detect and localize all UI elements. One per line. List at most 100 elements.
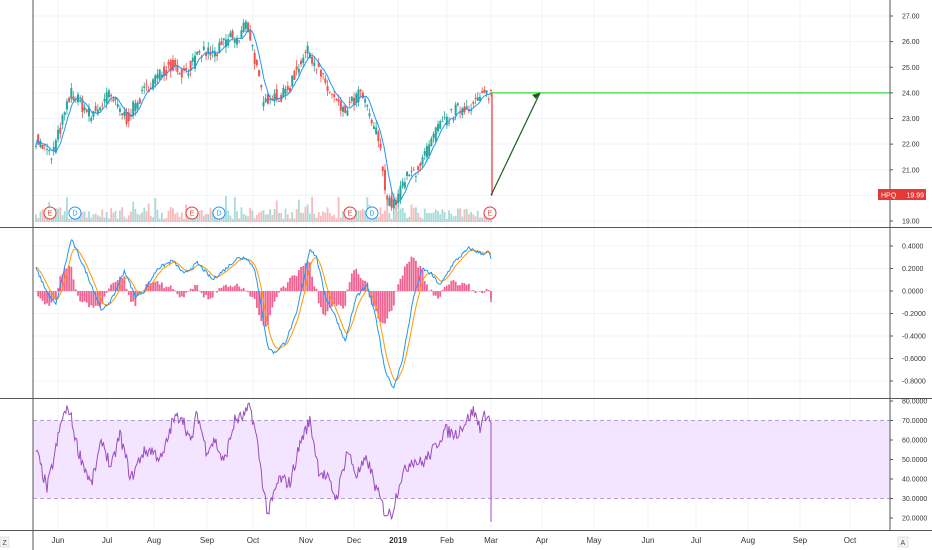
price-y-tick-label-5: 22.00 <box>902 142 920 149</box>
earnings-marker[interactable] <box>43 206 57 220</box>
corner-right-box[interactable] <box>897 536 909 548</box>
volume-bar <box>333 214 336 222</box>
volume-bar <box>227 210 230 222</box>
macd-histogram-bar <box>293 275 296 292</box>
candle-body <box>202 46 205 50</box>
macd-histogram-bar <box>487 289 490 292</box>
macd-histogram-bar <box>242 287 245 292</box>
candle-body <box>372 126 375 129</box>
candle-body <box>46 149 49 151</box>
volume-bar <box>147 203 150 222</box>
macd-histogram-bar <box>304 263 307 292</box>
macd-histogram-bar <box>66 268 68 292</box>
volume-bar <box>43 215 46 222</box>
macd-y-tick-label-0: 0.4000 <box>902 244 924 251</box>
macd-histogram-bar <box>430 289 433 292</box>
macd-histogram-bar <box>37 291 40 297</box>
volume-bar <box>196 212 199 222</box>
macd-histogram-bar <box>386 291 389 319</box>
dividend-marker[interactable] <box>365 206 379 220</box>
corner-left-box[interactable] <box>0 536 10 548</box>
candle-body <box>282 87 285 98</box>
macd-histogram-bar <box>229 285 232 292</box>
candle-body <box>375 127 378 135</box>
earnings-marker[interactable] <box>483 206 497 220</box>
candle-body <box>485 90 488 94</box>
price-y-tick-label-0: 27.00 <box>902 14 920 21</box>
candle-body <box>37 134 40 145</box>
candle-body <box>65 101 68 110</box>
volume-bar <box>152 217 154 222</box>
volume-bar <box>37 218 40 222</box>
corner-right-label[interactable]: A <box>901 540 906 547</box>
corner-left[interactable]: Z <box>0 536 10 548</box>
macd-histogram-bar <box>231 287 234 292</box>
macd-histogram-bar <box>189 288 192 292</box>
candle-body <box>454 104 457 116</box>
volume-bar <box>229 215 232 222</box>
volume-bar <box>200 209 203 222</box>
volume-bar <box>452 216 455 222</box>
volume-bar <box>85 217 88 222</box>
volume-bar <box>132 201 135 222</box>
earnings-marker[interactable] <box>343 206 357 220</box>
macd-histogram-bar <box>81 291 84 303</box>
volume-bar <box>415 207 417 222</box>
macd-histogram-bar <box>147 281 150 292</box>
volume-bar <box>392 212 395 222</box>
volume-bar <box>423 208 426 222</box>
volume-bar <box>251 210 254 222</box>
volume-bar <box>355 209 358 222</box>
volume-bar <box>271 214 274 222</box>
candle-body <box>158 69 161 80</box>
volume-bar <box>485 215 488 222</box>
candle-body <box>436 124 439 132</box>
candle-body <box>258 69 261 76</box>
candle-body <box>456 103 459 106</box>
dividend-marker[interactable] <box>68 206 82 220</box>
corner-left-label[interactable]: Z <box>3 540 8 547</box>
volume-bar <box>300 212 302 222</box>
candle-body <box>337 99 340 102</box>
macd-histogram-bar <box>483 291 486 293</box>
volume-bar <box>138 214 141 222</box>
volume-bar <box>127 215 130 222</box>
macd-histogram-bar <box>233 285 236 292</box>
macd-histogram-bar <box>202 291 205 298</box>
volume-bar <box>249 207 252 222</box>
macd-histogram-bar <box>253 291 256 300</box>
macd-histogram-bar <box>353 270 355 292</box>
macd-histogram-bar <box>136 291 139 296</box>
dividend-marker[interactable] <box>212 206 226 220</box>
macd-signal-line <box>35 248 492 381</box>
volume-bar <box>92 214 95 222</box>
candle-body <box>50 158 53 160</box>
macd-histogram-bar <box>324 291 327 316</box>
candle-body <box>359 89 362 91</box>
candle-body <box>160 74 163 78</box>
volume-bar <box>361 208 364 222</box>
candle-body <box>428 144 431 156</box>
macd-y-tick-label-2: 0.0000 <box>902 289 924 296</box>
candle-body <box>141 89 144 91</box>
rsi-y-tick-label-5: 30.0000 <box>902 496 927 503</box>
candle-body <box>452 119 455 121</box>
macd-histogram-bar <box>284 287 287 292</box>
corner-right[interactable]: A <box>897 536 909 548</box>
earnings-marker[interactable] <box>185 206 199 220</box>
candle-body <box>92 111 95 117</box>
macd-histogram-bar <box>474 291 477 294</box>
candle-body <box>167 61 170 65</box>
volume-bar <box>83 211 86 222</box>
macd-histogram-bar <box>123 276 126 292</box>
volume-bar <box>149 216 152 222</box>
x-tick-label-1: Jul <box>102 536 112 545</box>
volume-bar <box>63 211 66 222</box>
macd-histogram-bar <box>236 283 238 292</box>
macd-histogram-bar <box>423 281 426 292</box>
candle-body <box>39 140 42 147</box>
candle-body <box>61 115 64 125</box>
volume-bar <box>448 210 450 222</box>
candle-body <box>474 98 477 99</box>
